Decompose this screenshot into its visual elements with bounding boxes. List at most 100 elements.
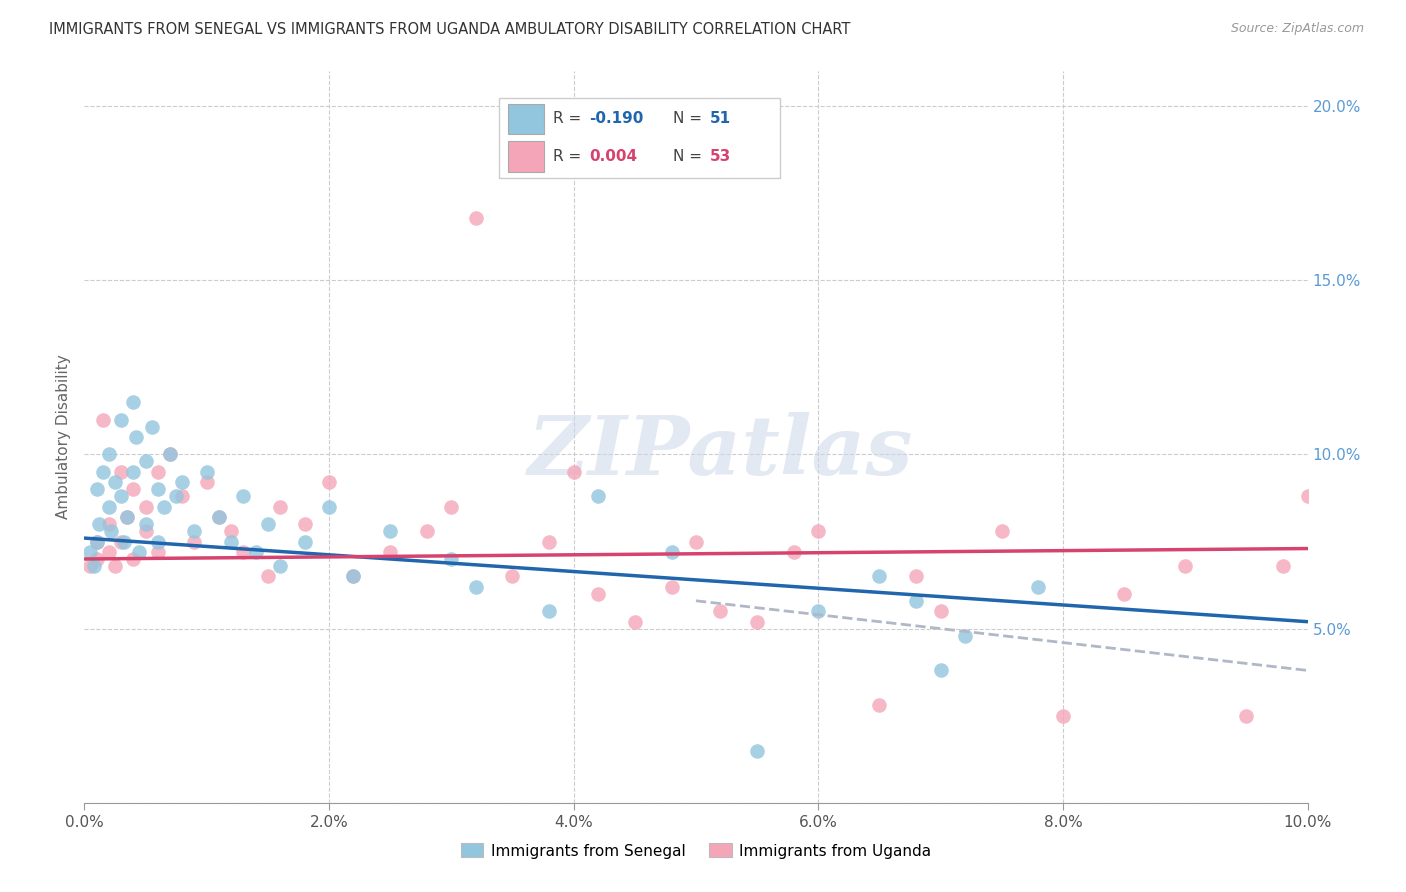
Point [86, 534, 108, 549]
Text: N =: N = [673, 112, 707, 127]
Point [991, 524, 1014, 538]
Point [97, 545, 120, 559]
Point [128, 545, 150, 559]
Text: R =: R = [553, 112, 586, 127]
Point [586, 587, 609, 601]
Point [586, 489, 609, 503]
Point [91, 412, 114, 426]
Point [79, 545, 101, 559]
Point [172, 475, 194, 490]
Point [318, 475, 340, 490]
Point [122, 465, 145, 479]
Point [86, 534, 108, 549]
Point [929, 664, 952, 678]
Point [318, 500, 340, 514]
Text: -0.190: -0.190 [589, 112, 644, 127]
Text: 51: 51 [710, 112, 731, 127]
Point [807, 604, 830, 618]
Point [112, 534, 135, 549]
Point [135, 454, 157, 468]
Point [100, 524, 122, 538]
Point [685, 534, 707, 549]
Point [342, 569, 364, 583]
Point [269, 558, 291, 573]
Point [905, 569, 928, 583]
Point [709, 604, 731, 618]
Point [1272, 558, 1295, 573]
Point [929, 604, 952, 618]
Point [953, 629, 976, 643]
Point [869, 698, 891, 713]
Point [146, 483, 169, 497]
Legend: Immigrants from Senegal, Immigrants from Uganda: Immigrants from Senegal, Immigrants from… [454, 838, 938, 864]
Point [245, 545, 267, 559]
Point [135, 517, 157, 532]
FancyBboxPatch shape [508, 142, 544, 172]
Text: N =: N = [673, 149, 707, 164]
Point [464, 211, 486, 225]
Point [257, 517, 280, 532]
Point [1174, 558, 1197, 573]
Point [122, 395, 145, 409]
Point [97, 448, 120, 462]
Point [747, 743, 769, 757]
Point [661, 580, 683, 594]
Point [232, 489, 254, 503]
Point [110, 412, 132, 426]
Point [122, 552, 145, 566]
Point [83, 558, 105, 573]
Point [110, 489, 132, 503]
Text: Source: ZipAtlas.com: Source: ZipAtlas.com [1230, 22, 1364, 36]
Point [135, 524, 157, 538]
Point [153, 500, 176, 514]
Point [141, 419, 163, 434]
Text: 0.004: 0.004 [589, 149, 637, 164]
Point [1052, 708, 1074, 723]
Point [195, 465, 218, 479]
Point [87, 517, 110, 532]
Text: R =: R = [553, 149, 586, 164]
Point [1114, 587, 1136, 601]
Point [747, 615, 769, 629]
Text: IMMIGRANTS FROM SENEGAL VS IMMIGRANTS FROM UGANDA AMBULATORY DISABILITY CORRELAT: IMMIGRANTS FROM SENEGAL VS IMMIGRANTS FR… [49, 22, 851, 37]
Point [146, 545, 169, 559]
Point [159, 448, 181, 462]
Point [183, 524, 205, 538]
Point [146, 465, 169, 479]
Point [195, 475, 218, 490]
Point [219, 524, 242, 538]
Point [416, 524, 439, 538]
FancyBboxPatch shape [499, 98, 780, 178]
Point [159, 448, 181, 462]
Point [172, 489, 194, 503]
Point [183, 534, 205, 549]
Point [122, 483, 145, 497]
Point [294, 517, 316, 532]
Point [97, 500, 120, 514]
Point [440, 552, 463, 566]
Point [380, 524, 402, 538]
Point [464, 580, 486, 594]
FancyBboxPatch shape [508, 103, 544, 134]
Point [502, 569, 524, 583]
Point [79, 558, 101, 573]
Point [110, 465, 132, 479]
Point [165, 489, 187, 503]
Point [269, 500, 291, 514]
Point [97, 517, 120, 532]
Point [440, 500, 463, 514]
Point [115, 510, 138, 524]
Point [257, 569, 280, 583]
Point [86, 483, 108, 497]
Point [807, 524, 830, 538]
Point [232, 545, 254, 559]
Point [219, 534, 242, 549]
Point [125, 430, 148, 444]
Point [783, 545, 806, 559]
Point [1236, 708, 1258, 723]
Point [135, 500, 157, 514]
Point [294, 534, 316, 549]
Point [146, 534, 169, 549]
Text: 53: 53 [710, 149, 731, 164]
Point [869, 569, 891, 583]
